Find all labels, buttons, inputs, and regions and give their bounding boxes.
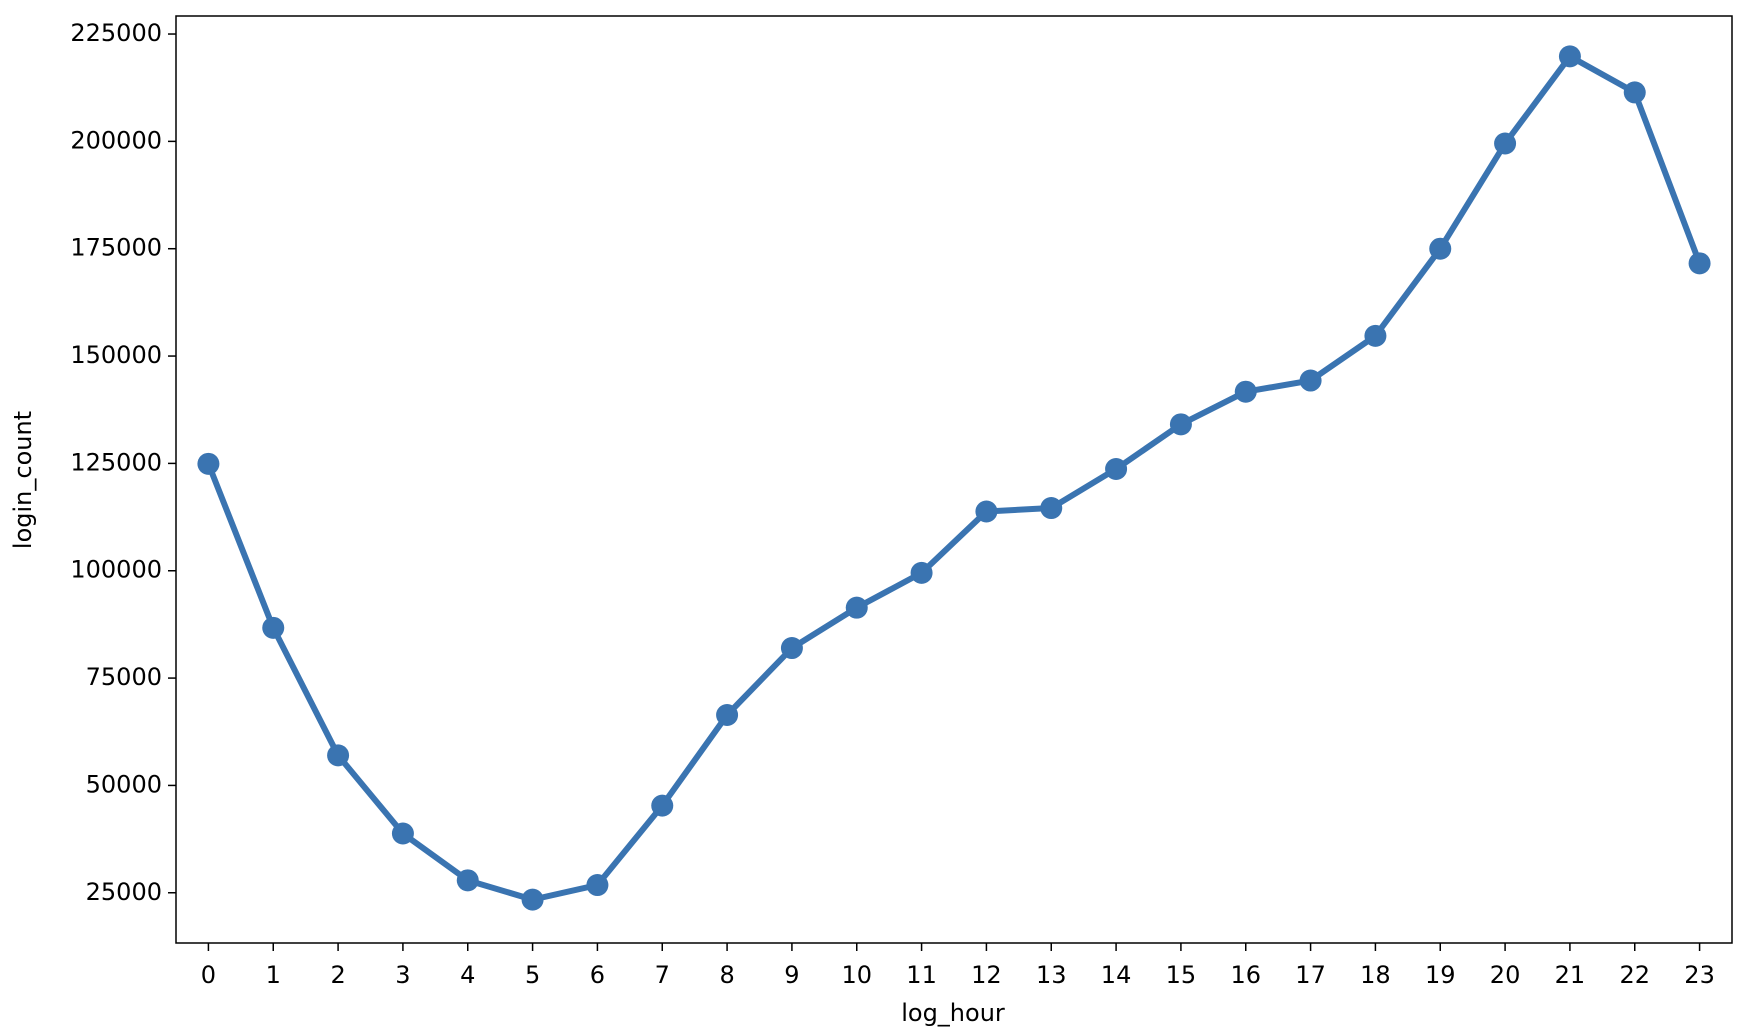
- point-marker: [716, 704, 739, 727]
- point-marker: [975, 500, 998, 523]
- point-marker: [521, 888, 544, 911]
- point-marker: [197, 452, 220, 475]
- x-tick-label: 23: [1684, 961, 1715, 989]
- x-tick-label: 4: [460, 961, 475, 989]
- x-tick-label: 3: [395, 961, 410, 989]
- x-tick-label: 22: [1619, 961, 1650, 989]
- x-tick-label: 15: [1166, 961, 1197, 989]
- y-tick-label: 75000: [86, 663, 162, 691]
- x-tick-label: 21: [1555, 961, 1586, 989]
- x-tick-label: 0: [201, 961, 216, 989]
- point-marker: [780, 637, 803, 660]
- x-tick-label: 18: [1360, 961, 1391, 989]
- x-tick-label: 1: [266, 961, 281, 989]
- x-tick-label: 9: [784, 961, 799, 989]
- y-tick-label: 50000: [86, 770, 162, 798]
- point-marker: [327, 744, 350, 767]
- y-tick-label: 100000: [70, 556, 162, 584]
- x-tick-label: 20: [1490, 961, 1521, 989]
- x-tick-label: 2: [330, 961, 345, 989]
- x-tick-label: 14: [1101, 961, 1132, 989]
- y-tick-label: 125000: [70, 448, 162, 476]
- point-marker: [262, 616, 285, 639]
- x-axis-label: log_hour: [901, 999, 1005, 1027]
- point-marker: [1169, 413, 1192, 436]
- point-marker: [1299, 369, 1322, 392]
- point-marker: [1623, 81, 1646, 104]
- point-marker: [1234, 380, 1257, 403]
- x-tick-label: 11: [906, 961, 937, 989]
- point-marker: [1558, 45, 1581, 68]
- point-marker: [845, 596, 868, 619]
- line: [205, 53, 1703, 903]
- y-tick-label: 25000: [86, 878, 162, 906]
- x-tick-label: 10: [841, 961, 872, 989]
- point-marker: [391, 822, 414, 845]
- y-tick-label: 175000: [70, 234, 162, 262]
- point-marker: [1364, 324, 1387, 347]
- x-tick-label: 13: [1036, 961, 1067, 989]
- y-tick-label: 225000: [70, 19, 162, 47]
- point-marker: [1688, 252, 1711, 275]
- x-tick-label: 7: [655, 961, 670, 989]
- point-marker: [456, 869, 479, 892]
- x-tick-label: 8: [719, 961, 734, 989]
- y-tick-label: 200000: [70, 126, 162, 154]
- x-tick-label: 6: [590, 961, 605, 989]
- point-marker: [651, 794, 674, 817]
- x-tick-label: 12: [971, 961, 1002, 989]
- x-tick-label: 19: [1425, 961, 1456, 989]
- point-marker: [1494, 132, 1517, 155]
- point-marker: [910, 561, 933, 584]
- point-marker: [1040, 497, 1063, 520]
- y-tick-label: 150000: [70, 341, 162, 369]
- plot-frame: [175, 15, 1733, 944]
- point-marker: [1105, 457, 1128, 480]
- point-marker: [586, 874, 609, 897]
- x-tick-label: 17: [1295, 961, 1326, 989]
- point-marker: [1429, 237, 1452, 260]
- y-axis-label: login_count: [9, 411, 37, 549]
- x-tick-label: 5: [525, 961, 540, 989]
- x-tick-label: 16: [1230, 961, 1261, 989]
